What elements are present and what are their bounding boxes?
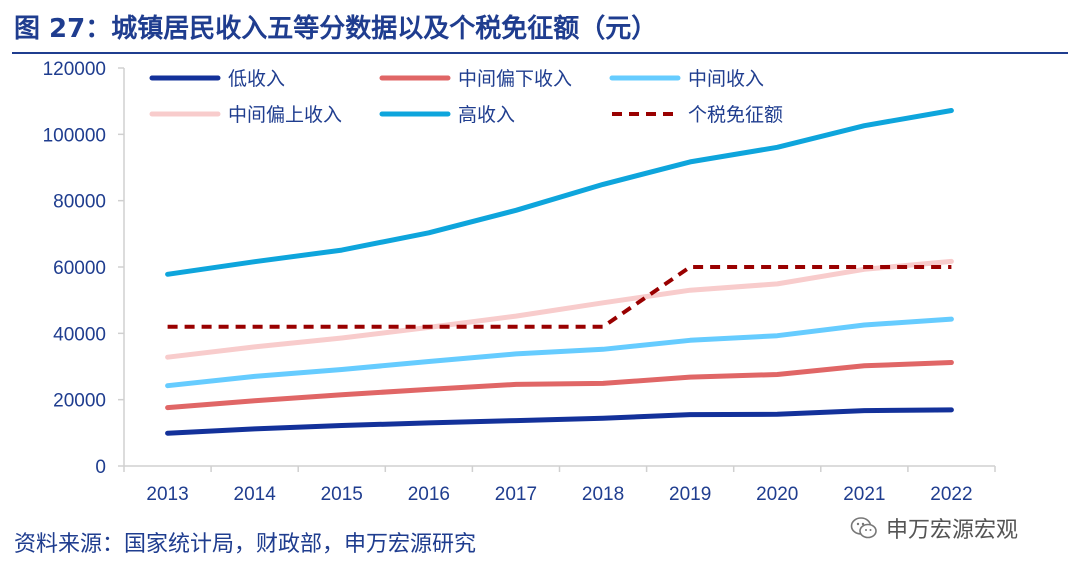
x-tick-label: 2021: [843, 484, 885, 505]
series-line-0: [165, 407, 954, 436]
series-line-2: [165, 316, 954, 389]
legend-label-2: 中间收入: [688, 68, 764, 90]
x-tick-label: 2022: [930, 484, 972, 505]
legend-label-4: 高收入: [458, 104, 515, 126]
watermark-text: 申万宏源宏观: [886, 518, 1019, 543]
wechat-icon: [850, 517, 877, 539]
series-line-1: [165, 360, 954, 411]
x-tick-label: 2017: [495, 484, 537, 505]
x-tick-label: 2013: [146, 484, 188, 505]
watermark: 申万宏源宏观: [850, 512, 1018, 544]
legend-label-0: 低收入: [228, 68, 285, 90]
x-tick-label: 2014: [234, 484, 277, 505]
source-note: 资料来源：国家统计局，财政部，申万宏源研究: [14, 532, 477, 557]
x-tick-label: 2018: [582, 484, 624, 505]
legend-label-5: 个税免征额: [688, 104, 783, 126]
chart-axes: 0 20000 40000 60000 80000 100000 120000 2013 201…: [43, 59, 996, 505]
chart-title: 图 27：城镇居民收入五等分数据以及个税免征额（元）: [14, 14, 658, 44]
legend-label-1: 中间偏下收入: [458, 68, 572, 90]
chart-series: [165, 108, 954, 436]
y-tick-label: 20000: [53, 391, 106, 412]
y-tick-label: 80000: [53, 192, 106, 213]
y-tick-label: 40000: [53, 324, 106, 345]
x-tick-label: 2016: [408, 484, 450, 505]
series-line-5: [167, 265, 952, 329]
y-tick-label: 0: [95, 457, 106, 478]
x-tick-label: 2020: [756, 484, 798, 505]
title-divider: [12, 52, 1068, 54]
series-line-4: [165, 108, 954, 277]
x-tick-label: 2019: [669, 484, 711, 505]
y-tick-label: 120000: [43, 59, 106, 80]
series-line-3: [165, 258, 954, 360]
y-tick-label: 60000: [53, 258, 106, 279]
legend-label-3: 中间偏上收入: [228, 104, 342, 126]
y-tick-label: 100000: [43, 125, 106, 146]
x-tick-label: 2015: [321, 484, 363, 505]
